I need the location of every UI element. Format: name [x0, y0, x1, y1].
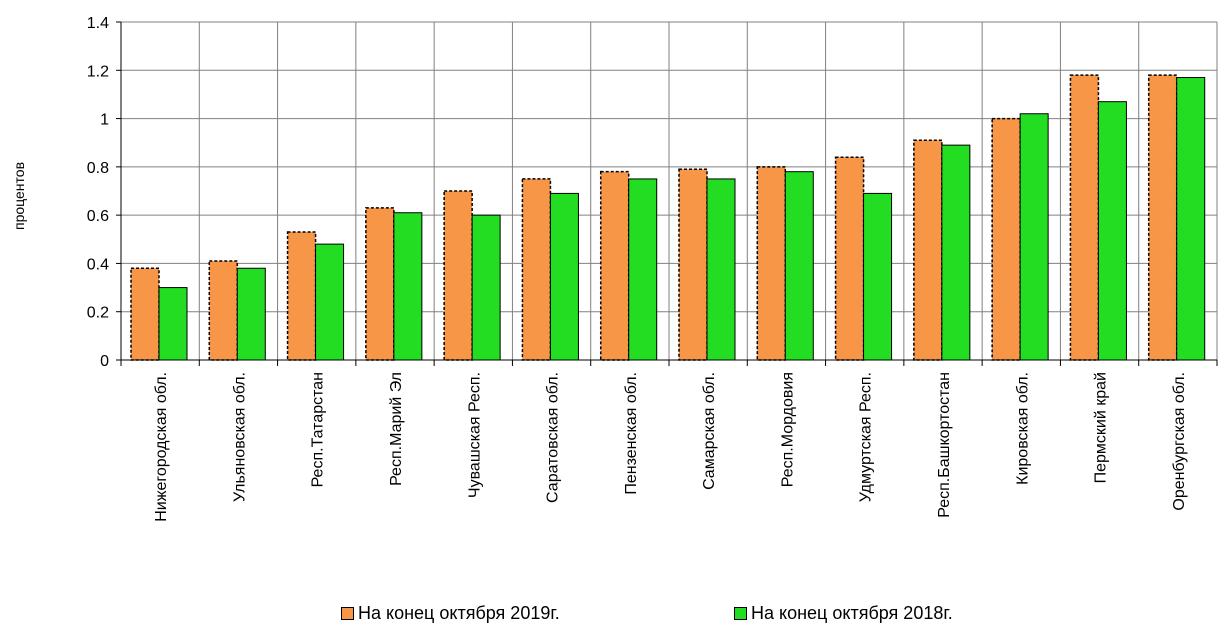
bar-2019 [521, 178, 552, 361]
bar-2019 [756, 166, 787, 361]
bar-2019 [365, 207, 395, 361]
legend-label-2018: На конец октября 2018г. [751, 603, 953, 623]
x-tick-label: Респ.Башкортостан [936, 372, 953, 518]
legend-item-2019: На конец октября 2019г. [341, 603, 560, 624]
x-tick-label: Пензенская обл. [623, 372, 640, 495]
x-tick-label: Самарская обл. [701, 372, 718, 490]
bar-2019 [834, 156, 865, 361]
x-tick-label: Ульяновская обл. [231, 372, 248, 502]
y-tick-label: 0 [100, 353, 109, 370]
x-tick-label: Саратовская обл. [545, 372, 562, 503]
bar-2018 [393, 212, 423, 361]
x-tick-label: Пермский край [1093, 372, 1110, 483]
y-tick-label: 0.2 [87, 305, 109, 322]
bar-2018 [236, 267, 266, 361]
x-tick-label: Удмуртская Респ. [858, 372, 875, 502]
bar-2019 [130, 267, 160, 361]
bar-2018 [549, 192, 579, 361]
bar-2018 [1097, 101, 1127, 361]
bar-2019 [599, 170, 630, 361]
bar-2019 [991, 117, 1021, 361]
bar-2018 [628, 178, 658, 361]
legend-swatch-2018 [734, 607, 747, 620]
bar-2018 [1176, 77, 1206, 361]
bar-2018 [158, 287, 188, 361]
bar-2019 [1147, 74, 1178, 361]
y-tick-label: 0.4 [87, 256, 109, 273]
bar-2018 [471, 214, 501, 361]
bar-series [130, 74, 1206, 361]
legend-swatch-2019 [341, 607, 354, 620]
grid-lines [121, 21, 1218, 360]
x-tick-label: Респ.Татарстан [310, 372, 327, 487]
y-tick-label: 1.2 [87, 63, 109, 80]
x-tick-label: Оренбургская обл. [1171, 372, 1188, 511]
bar-2018 [315, 243, 345, 361]
bar-2018 [941, 144, 971, 361]
y-axis-ticks: 0 0.2 0.4 0.6 0.8 1 1.2 1.4 [87, 15, 121, 370]
x-tick-label: Чувашская Респ. [466, 372, 483, 498]
bar-2018 [1019, 113, 1049, 361]
x-tick-label: Респ.Мордовия [779, 372, 796, 487]
x-tick-label: Респ.Марий Эл [388, 372, 405, 486]
bar-2019 [208, 260, 239, 361]
x-tick-label: Нижегородская обл. [153, 372, 170, 522]
bar-2019 [286, 231, 317, 361]
bar-2019 [443, 190, 473, 361]
x-tick-label: Кировская обл. [1014, 372, 1031, 485]
bar-2018 [784, 171, 814, 361]
legend-item-2018: На конец октября 2018г. [734, 603, 953, 624]
y-tick-label: 1 [100, 112, 109, 129]
bar-2019 [678, 168, 708, 361]
y-tick-label: 1.4 [87, 15, 109, 32]
bar-2018 [863, 192, 893, 361]
legend-label-2019: На конец октября 2019г. [358, 603, 560, 623]
y-axis-label: процентов [11, 162, 27, 230]
bar-chart: 0 0.2 0.4 0.6 0.8 1 1.2 1.4 Нижегородская обл. У… [11, 15, 1218, 522]
y-tick-label: 0.6 [87, 208, 109, 225]
legend: На конец октября 2019г. На конец октября… [0, 603, 1221, 631]
bar-2019 [913, 139, 943, 361]
x-axis-ticks: Нижегородская обл. Ульяновская обл. Респ.Т… [120, 360, 1218, 522]
bar-2018 [706, 178, 736, 361]
bar-2019 [1069, 74, 1100, 361]
y-tick-label: 0.8 [87, 160, 109, 177]
